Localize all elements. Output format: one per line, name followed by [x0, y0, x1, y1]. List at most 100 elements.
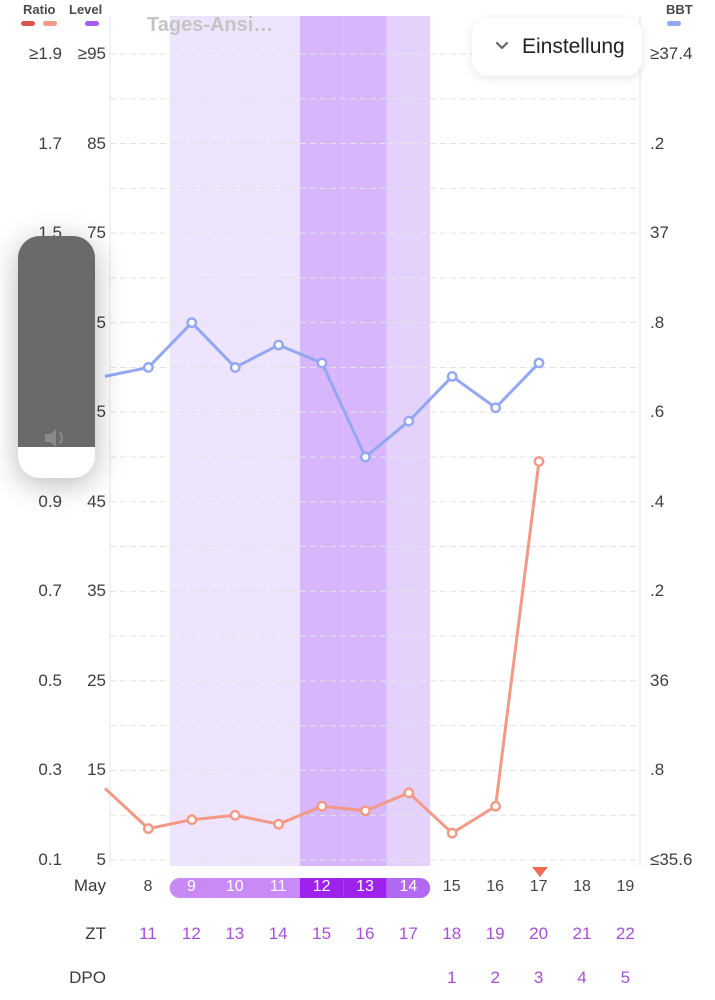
bbt-point[interactable]: [142, 362, 154, 373]
bbt-point[interactable]: [229, 362, 241, 373]
cycle-day-cell: 13: [225, 924, 245, 943]
level-tick-label: 85: [87, 133, 106, 153]
volume-overlay[interactable]: [18, 236, 95, 478]
date-pill-segment: [343, 878, 387, 898]
ratio-tick-label: 1.7: [38, 133, 62, 153]
ratio-point[interactable]: [446, 827, 458, 839]
cycle-day-cell: 16: [355, 924, 375, 943]
date-cell[interactable]: 12: [312, 878, 331, 895]
ratio-tick-label: ≥1.9: [29, 44, 62, 63]
bbt-point[interactable]: [403, 415, 415, 427]
dpo-cell: 5: [620, 968, 631, 987]
date-pill-segment: [169, 878, 214, 898]
legend-ratio-swatch-light: [43, 21, 57, 26]
bbt-tick-label: ≥37.4: [650, 44, 693, 63]
bbt-tick-label: 37: [650, 223, 669, 243]
date-cell[interactable]: 8: [143, 878, 153, 895]
ratio-tick-label: 0.1: [38, 850, 62, 869]
legend-ratio-label: Ratio: [23, 2, 56, 17]
level-tick-label: 25: [87, 670, 106, 690]
cycle-day-cell: 22: [615, 924, 635, 943]
legend-bbt-label: BBT: [666, 2, 693, 17]
dpo-cell: 1: [447, 968, 457, 987]
bbt-point[interactable]: [273, 339, 284, 351]
date-pill-segment: [386, 878, 431, 898]
date-cell[interactable]: 13: [356, 878, 374, 895]
date-pill-segment: [213, 878, 257, 898]
cycle-day-cell: 20: [529, 924, 549, 943]
ratio-tick-label: 0.9: [38, 491, 62, 511]
date-cell[interactable]: 16: [486, 878, 505, 895]
date-cell[interactable]: 9: [186, 878, 196, 895]
legend-ratio-swatch-dark: [21, 21, 35, 26]
fertility-band-light: [256, 16, 300, 866]
cycle-day-cell: 21: [572, 924, 592, 943]
fertility-band-medium: [386, 16, 431, 866]
ratio-point[interactable]: [533, 456, 545, 467]
date-cell[interactable]: 18: [573, 878, 591, 895]
bbt-tick-label: 36: [650, 670, 669, 690]
date-row-label: May: [73, 876, 106, 895]
bbt-point[interactable]: [316, 357, 328, 369]
bbt-point[interactable]: [359, 451, 371, 463]
level-tick-label: 15: [87, 760, 106, 780]
date-pill-segment: [299, 878, 344, 898]
dpo-cell: 3: [533, 968, 544, 987]
settings-button[interactable]: Einstellung: [472, 18, 642, 76]
bbt-tick-label: .8: [650, 760, 665, 780]
bbt-tick-label: .8: [650, 312, 665, 332]
ratio-tick-label: 0.7: [38, 581, 62, 601]
bbt-tick-label: .4: [650, 491, 665, 511]
bbt-tick-label: .2: [650, 133, 665, 153]
dpo-cell: 2: [490, 968, 500, 987]
zt-row-label: ZT: [85, 924, 106, 943]
ratio-point[interactable]: [403, 787, 415, 799]
settings-label: Einstellung: [522, 35, 625, 58]
speaker-icon: [42, 426, 70, 455]
ratio-point[interactable]: [316, 800, 328, 812]
ratio-point[interactable]: [273, 818, 284, 830]
level-tick-label: 5: [96, 312, 106, 332]
date-cell[interactable]: 17: [529, 878, 548, 895]
legend-bbt-swatch: [667, 21, 681, 26]
date-cell[interactable]: 11: [269, 878, 287, 895]
date-cell[interactable]: 19: [616, 878, 635, 895]
fertility-band-dark: [343, 16, 387, 866]
cycle-day-cell: 18: [442, 924, 462, 943]
cycle-day-cell: 14: [268, 924, 288, 943]
chevron-down-icon: [482, 38, 522, 56]
bbt-point[interactable]: [446, 370, 458, 382]
ratio-tick-label: 0.5: [38, 670, 62, 690]
ratio-point[interactable]: [359, 805, 371, 817]
today-marker-icon: [532, 867, 548, 877]
level-tick-label: 35: [87, 581, 106, 601]
ratio-point[interactable]: [142, 823, 154, 835]
ratio-tick-label: 0.3: [38, 760, 62, 780]
ratio-point[interactable]: [186, 814, 198, 826]
fertility-band-dark: [299, 16, 344, 866]
date-pill-segment: [256, 878, 300, 898]
date-cell[interactable]: 14: [399, 878, 418, 895]
volume-level-fill: [18, 236, 95, 447]
fertility-band-light: [213, 16, 257, 866]
legend-level-label: Level: [69, 2, 103, 17]
level-tick-label: 5: [96, 850, 106, 869]
ratio-point[interactable]: [229, 809, 241, 821]
bbt-point[interactable]: [490, 402, 501, 414]
level-tick-label: ≥95: [77, 44, 106, 63]
date-cell[interactable]: 10: [225, 878, 244, 895]
cycle-day-cell: 12: [181, 924, 201, 943]
dpo-cell: 4: [577, 968, 587, 987]
fertility-band-light: [169, 16, 214, 866]
level-tick-label: 45: [87, 491, 106, 511]
cycle-day-cell: 17: [398, 924, 418, 943]
bbt-point[interactable]: [533, 357, 545, 369]
bbt-tick-label: ≤35.6: [650, 850, 693, 869]
bbt-point[interactable]: [186, 317, 198, 329]
ratio-point[interactable]: [490, 800, 501, 812]
bbt-tick-label: .2: [650, 581, 665, 601]
view-mode-label[interactable]: Tages-Ansi…: [147, 14, 274, 36]
date-cell[interactable]: 15: [442, 878, 461, 895]
cycle-day-cell: 15: [312, 924, 332, 943]
